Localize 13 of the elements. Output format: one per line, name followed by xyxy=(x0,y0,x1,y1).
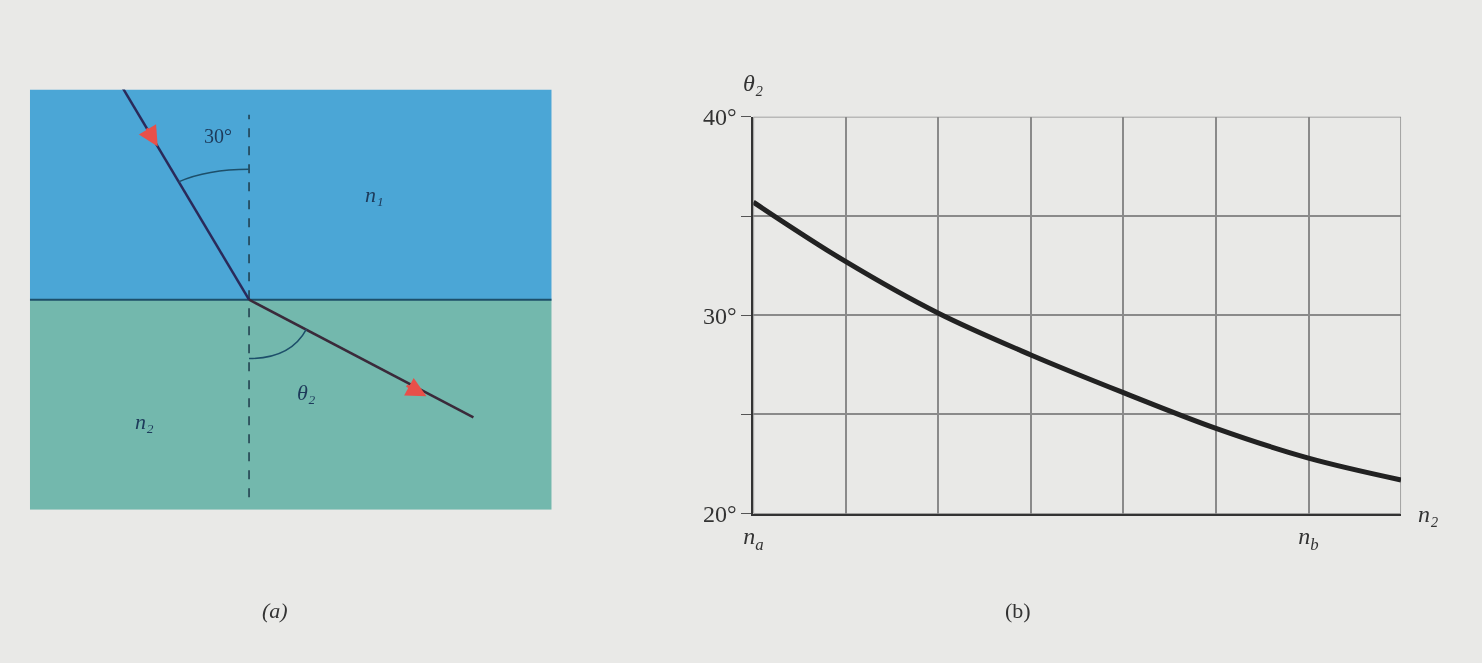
text: 30° xyxy=(204,125,232,147)
x-axis-title: n₂ xyxy=(1418,501,1439,527)
y-tick-label: 20° xyxy=(702,501,737,528)
x-tick-label: n$_{a}$ xyxy=(743,523,764,554)
y-tick-label: 40° xyxy=(702,104,737,131)
text: n₂ xyxy=(135,409,154,434)
text: (a) xyxy=(262,598,288,623)
text: θ₂ xyxy=(297,380,316,405)
text: (b) xyxy=(1005,598,1031,623)
x-tick-label: n$_{b}$ xyxy=(1298,523,1319,554)
text: n₁ xyxy=(365,182,384,207)
y-tick-label: 30° xyxy=(702,302,737,329)
y-axis-title: θ₂ xyxy=(743,70,764,96)
